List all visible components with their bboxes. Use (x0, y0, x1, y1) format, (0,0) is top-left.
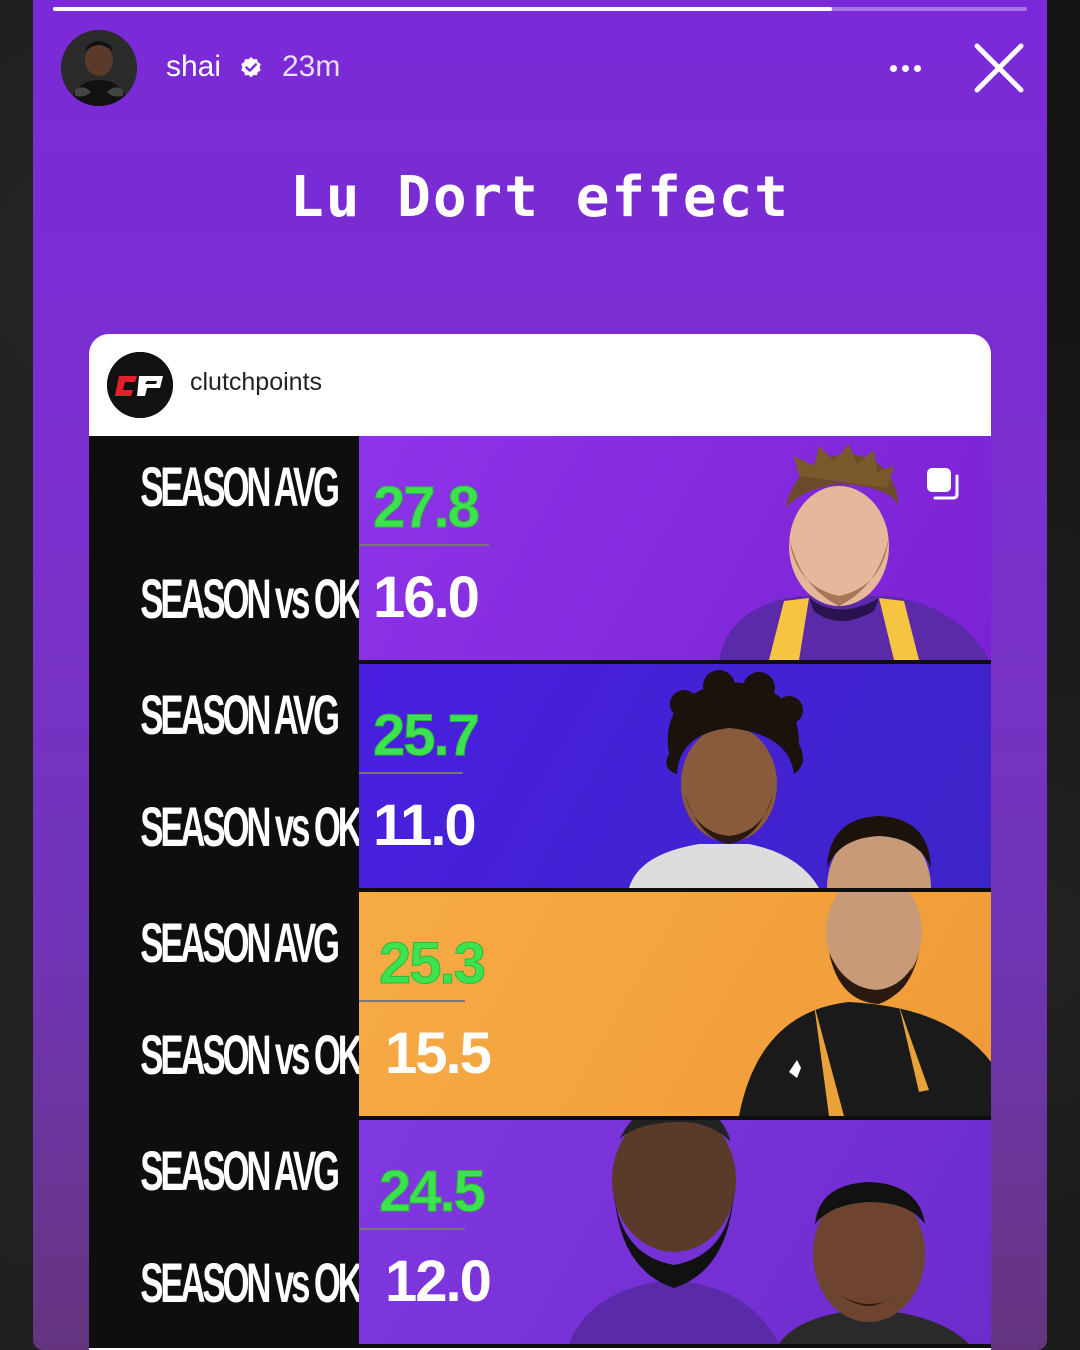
season-avg-value: 25.7 (373, 703, 481, 769)
story-username[interactable]: shai (166, 50, 222, 83)
season-vs-okc-label: SEASON vs OKC (140, 1023, 384, 1086)
more-dot (901, 64, 909, 72)
row-divider (359, 1228, 465, 1230)
verified-badge-icon (241, 57, 261, 78)
season-vs-okc-value: 16.0 (373, 565, 480, 630)
label-column: SEASON AVG SEASON vs OKC (89, 664, 385, 888)
season-vs-okc-value: 11.0 (373, 793, 477, 858)
season-vs-okc-label: SEASON vs OKC (140, 795, 384, 858)
story-viewer[interactable]: shai 23m Lu Dort effect clutchpoints (33, 0, 1047, 1350)
row-separator (89, 888, 991, 892)
row-divider (359, 1000, 465, 1002)
post-header: clutchpoints (89, 334, 991, 436)
player-photo-booker (827, 816, 931, 888)
player-photo-luka (719, 444, 989, 660)
story-progress-fill (53, 7, 833, 11)
stat-panel: 25.7 11.0 (359, 664, 991, 888)
story-title-text: Lu Dort effect (289, 165, 790, 230)
player-photo-booker-body (739, 892, 991, 1116)
stat-row: SEASON AVG SEASON vs OKC 25.3 15.5 (89, 892, 991, 1120)
story-progress-bar (53, 7, 1027, 11)
season-avg-label: SEASON AVG (140, 1139, 340, 1202)
season-avg-label: SEASON AVG (140, 911, 340, 974)
shared-post-card[interactable]: clutchpoints SEASON AVG SEASON vs OKC (89, 334, 991, 1350)
row-divider (359, 772, 463, 774)
label-column: SEASON AVG SEASON vs OKC (89, 892, 385, 1116)
player-photo-lebron (569, 1120, 779, 1344)
season-vs-okc-label: SEASON vs OKC (140, 1251, 384, 1314)
stats-table: SEASON AVG SEASON vs OKC (89, 436, 991, 1348)
row-separator (89, 1344, 991, 1348)
stat-row: SEASON AVG SEASON vs OKC (89, 436, 991, 664)
more-dots-icon (889, 64, 897, 72)
season-avg-label: SEASON AVG (140, 455, 340, 518)
story-timestamp: 23m (282, 50, 341, 83)
player-photo-cade (629, 670, 819, 888)
season-avg-label: SEASON AVG (140, 683, 340, 746)
season-vs-okc-value: 15.5 (385, 1021, 492, 1086)
season-vs-okc-label: SEASON vs OKC (140, 567, 384, 630)
clutchpoints-logo[interactable] (107, 352, 173, 418)
stat-row: SEASON AVG SEASON vs OKC (89, 1120, 991, 1348)
multiple-posts-icon (927, 468, 959, 500)
label-column: SEASON AVG SEASON vs OKC (89, 1120, 385, 1344)
stat-panel: 25.3 15.5 (359, 892, 991, 1116)
avatar[interactable] (61, 30, 137, 106)
row-separator (89, 660, 991, 664)
row-separator (89, 1116, 991, 1120)
season-vs-okc-value: 12.0 (385, 1249, 492, 1314)
season-avg-value: 24.5 (379, 1159, 487, 1225)
close-icon[interactable] (971, 40, 1027, 96)
more-dot (913, 64, 921, 72)
season-avg-value: 25.3 (379, 931, 487, 997)
row-divider (359, 544, 489, 546)
label-column: SEASON AVG SEASON vs OKC (89, 436, 385, 660)
stat-panel: 24.5 12.0 (359, 1120, 991, 1344)
stat-panel: 27.8 16.0 (359, 436, 991, 660)
stat-row: SEASON AVG SEASON vs OKC (89, 664, 991, 892)
season-avg-value: 27.8 (373, 475, 481, 541)
more-options-button[interactable] (883, 50, 927, 86)
player-photo-mitchell (779, 1182, 969, 1344)
post-username[interactable]: clutchpoints (190, 368, 323, 396)
